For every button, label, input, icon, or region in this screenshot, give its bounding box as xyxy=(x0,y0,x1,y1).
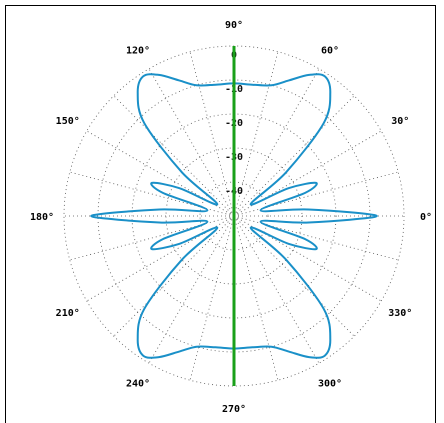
grid-spoke xyxy=(233,68,320,217)
grid-spoke xyxy=(233,215,279,381)
angle-tick-labels: 0° 30° 60° 90° 120° 150° 180° 210° 240° 270° 300° 3… xyxy=(30,20,432,415)
grid-spoke xyxy=(233,215,355,337)
angle-tick-label: 120° xyxy=(126,46,150,57)
angle-tick-label: 240° xyxy=(126,378,150,389)
grid-spoke xyxy=(148,68,235,217)
angle-tick-label: 180° xyxy=(30,212,54,223)
pattern-series xyxy=(90,73,378,359)
grid-spoke xyxy=(113,215,235,337)
grid-spoke xyxy=(233,51,279,217)
angle-tick-label: 90° xyxy=(225,20,243,31)
angle-tick-label: 330° xyxy=(388,308,412,319)
angle-tick-label: 30° xyxy=(391,116,409,127)
angle-tick-label: 300° xyxy=(318,378,342,389)
grid-spoke xyxy=(113,95,235,217)
grid-spoke xyxy=(189,215,235,381)
angle-tick-label: 270° xyxy=(222,404,246,415)
grid-ring xyxy=(199,181,269,251)
grid-spoke xyxy=(189,51,235,217)
angle-tick-label: 210° xyxy=(56,308,80,319)
pattern-curve xyxy=(90,73,378,359)
angle-tick-label: 0° xyxy=(420,212,432,223)
grid-spoke xyxy=(233,95,355,217)
grid-spoke xyxy=(148,215,235,364)
grid-spoke xyxy=(233,215,320,364)
angle-tick-label: 150° xyxy=(56,116,80,127)
grid-ring xyxy=(131,113,337,319)
angle-tick-label: 60° xyxy=(321,46,339,57)
